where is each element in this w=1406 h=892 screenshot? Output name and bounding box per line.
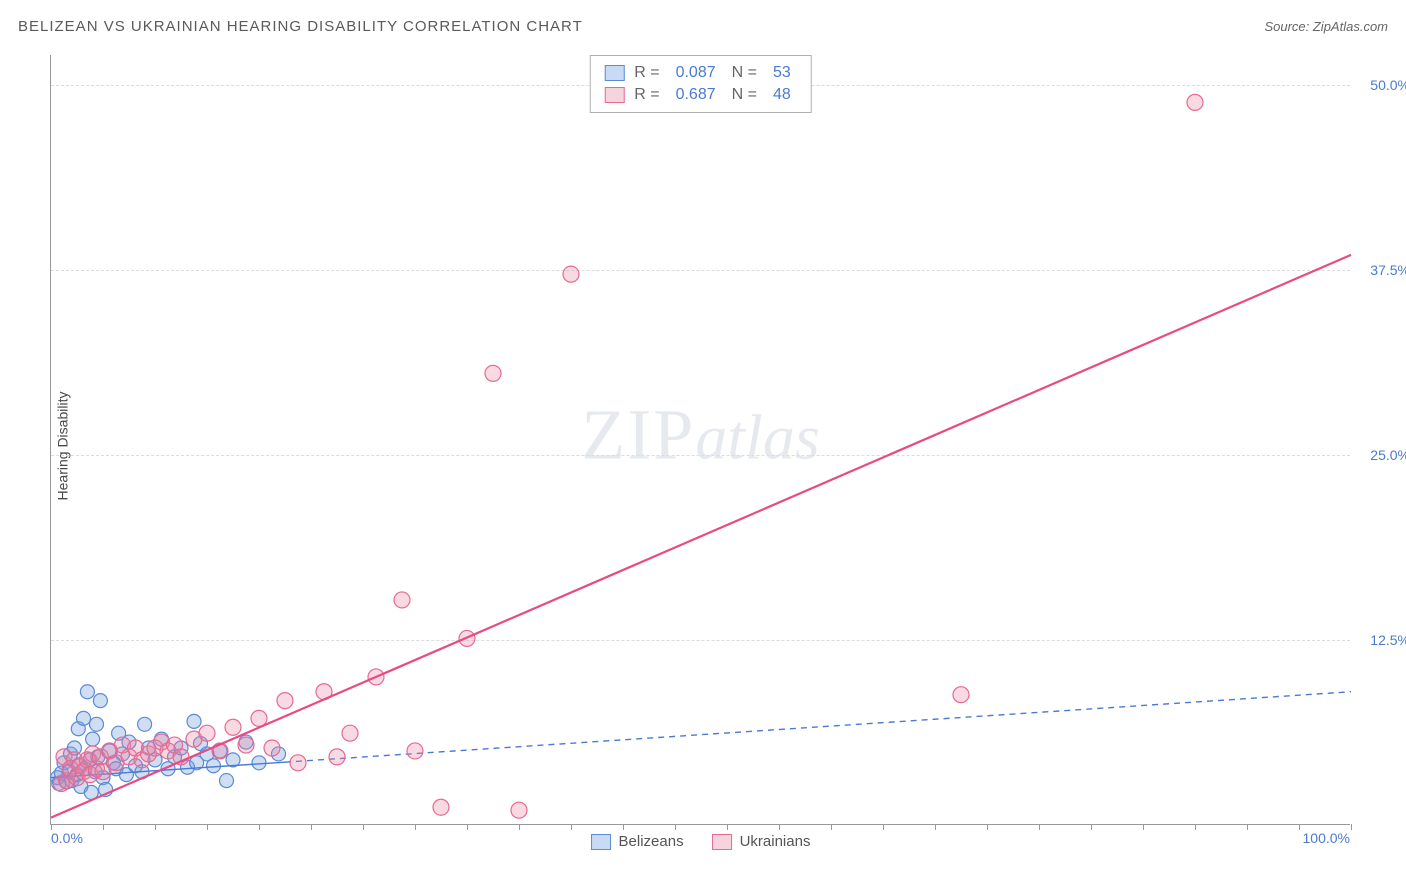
- legend-label-ukrainians: Ukrainians: [740, 833, 811, 850]
- data-point: [93, 694, 107, 708]
- data-point: [953, 687, 969, 703]
- data-point: [238, 737, 254, 753]
- x-label-left: 0.0%: [51, 830, 83, 846]
- data-point: [485, 365, 501, 381]
- data-point: [563, 266, 579, 282]
- data-point: [225, 719, 241, 735]
- bottom-legend: Belizeans Ukrainians: [591, 833, 811, 850]
- swatch-ukrainians: [604, 87, 624, 103]
- swatch-belizeans: [604, 65, 624, 81]
- y-tick-label: 37.5%: [1355, 262, 1406, 278]
- r-label-0: R =: [634, 64, 659, 82]
- chart-svg: [51, 55, 1350, 824]
- data-point: [90, 717, 104, 731]
- trend-line: [51, 255, 1351, 818]
- data-point: [264, 740, 280, 756]
- legend-swatch-belizeans: [591, 834, 611, 850]
- data-point: [329, 749, 345, 765]
- data-point: [86, 732, 100, 746]
- r-label-1: R =: [634, 86, 659, 104]
- legend-swatch-ukrainians: [712, 834, 732, 850]
- n-value-1: 48: [773, 86, 791, 104]
- data-point: [80, 685, 94, 699]
- legend-item-belizeans: Belizeans: [591, 833, 684, 850]
- data-point: [277, 693, 293, 709]
- r-value-1: 0.687: [676, 86, 716, 104]
- source-label: Source: ZipAtlas.com: [1264, 19, 1388, 34]
- n-label-0: N =: [732, 64, 757, 82]
- data-point: [511, 802, 527, 818]
- data-point: [220, 774, 234, 788]
- title-bar: BELIZEAN VS UKRAINIAN HEARING DISABILITY…: [18, 18, 1388, 35]
- y-tick-label: 50.0%: [1355, 77, 1406, 93]
- data-point: [199, 725, 215, 741]
- stats-row-belizeans: R = 0.087 N = 53: [604, 62, 797, 84]
- stats-row-ukrainians: R = 0.687 N = 48: [604, 84, 797, 106]
- r-value-0: 0.087: [676, 64, 716, 82]
- legend-item-ukrainians: Ukrainians: [712, 833, 811, 850]
- trend-line-extrapolated: [285, 692, 1351, 762]
- y-tick-label: 25.0%: [1355, 447, 1406, 463]
- y-tick-label: 12.5%: [1355, 632, 1406, 648]
- n-label-1: N =: [732, 86, 757, 104]
- data-point: [407, 743, 423, 759]
- data-point: [187, 714, 201, 728]
- data-point: [1187, 94, 1203, 110]
- data-point: [342, 725, 358, 741]
- data-point: [433, 799, 449, 815]
- n-value-0: 53: [773, 64, 791, 82]
- chart-title: BELIZEAN VS UKRAINIAN HEARING DISABILITY…: [18, 18, 583, 35]
- data-point: [138, 717, 152, 731]
- plot-area: ZIPatlas 12.5%25.0%37.5%50.0% R = 0.087 …: [50, 55, 1350, 825]
- data-point: [77, 711, 91, 725]
- legend-label-belizeans: Belizeans: [619, 833, 684, 850]
- data-point: [207, 759, 221, 773]
- x-label-right: 100.0%: [1303, 830, 1350, 846]
- stats-legend: R = 0.087 N = 53 R = 0.687 N = 48: [589, 55, 812, 113]
- data-point: [252, 756, 266, 770]
- data-point: [290, 755, 306, 771]
- data-point: [394, 592, 410, 608]
